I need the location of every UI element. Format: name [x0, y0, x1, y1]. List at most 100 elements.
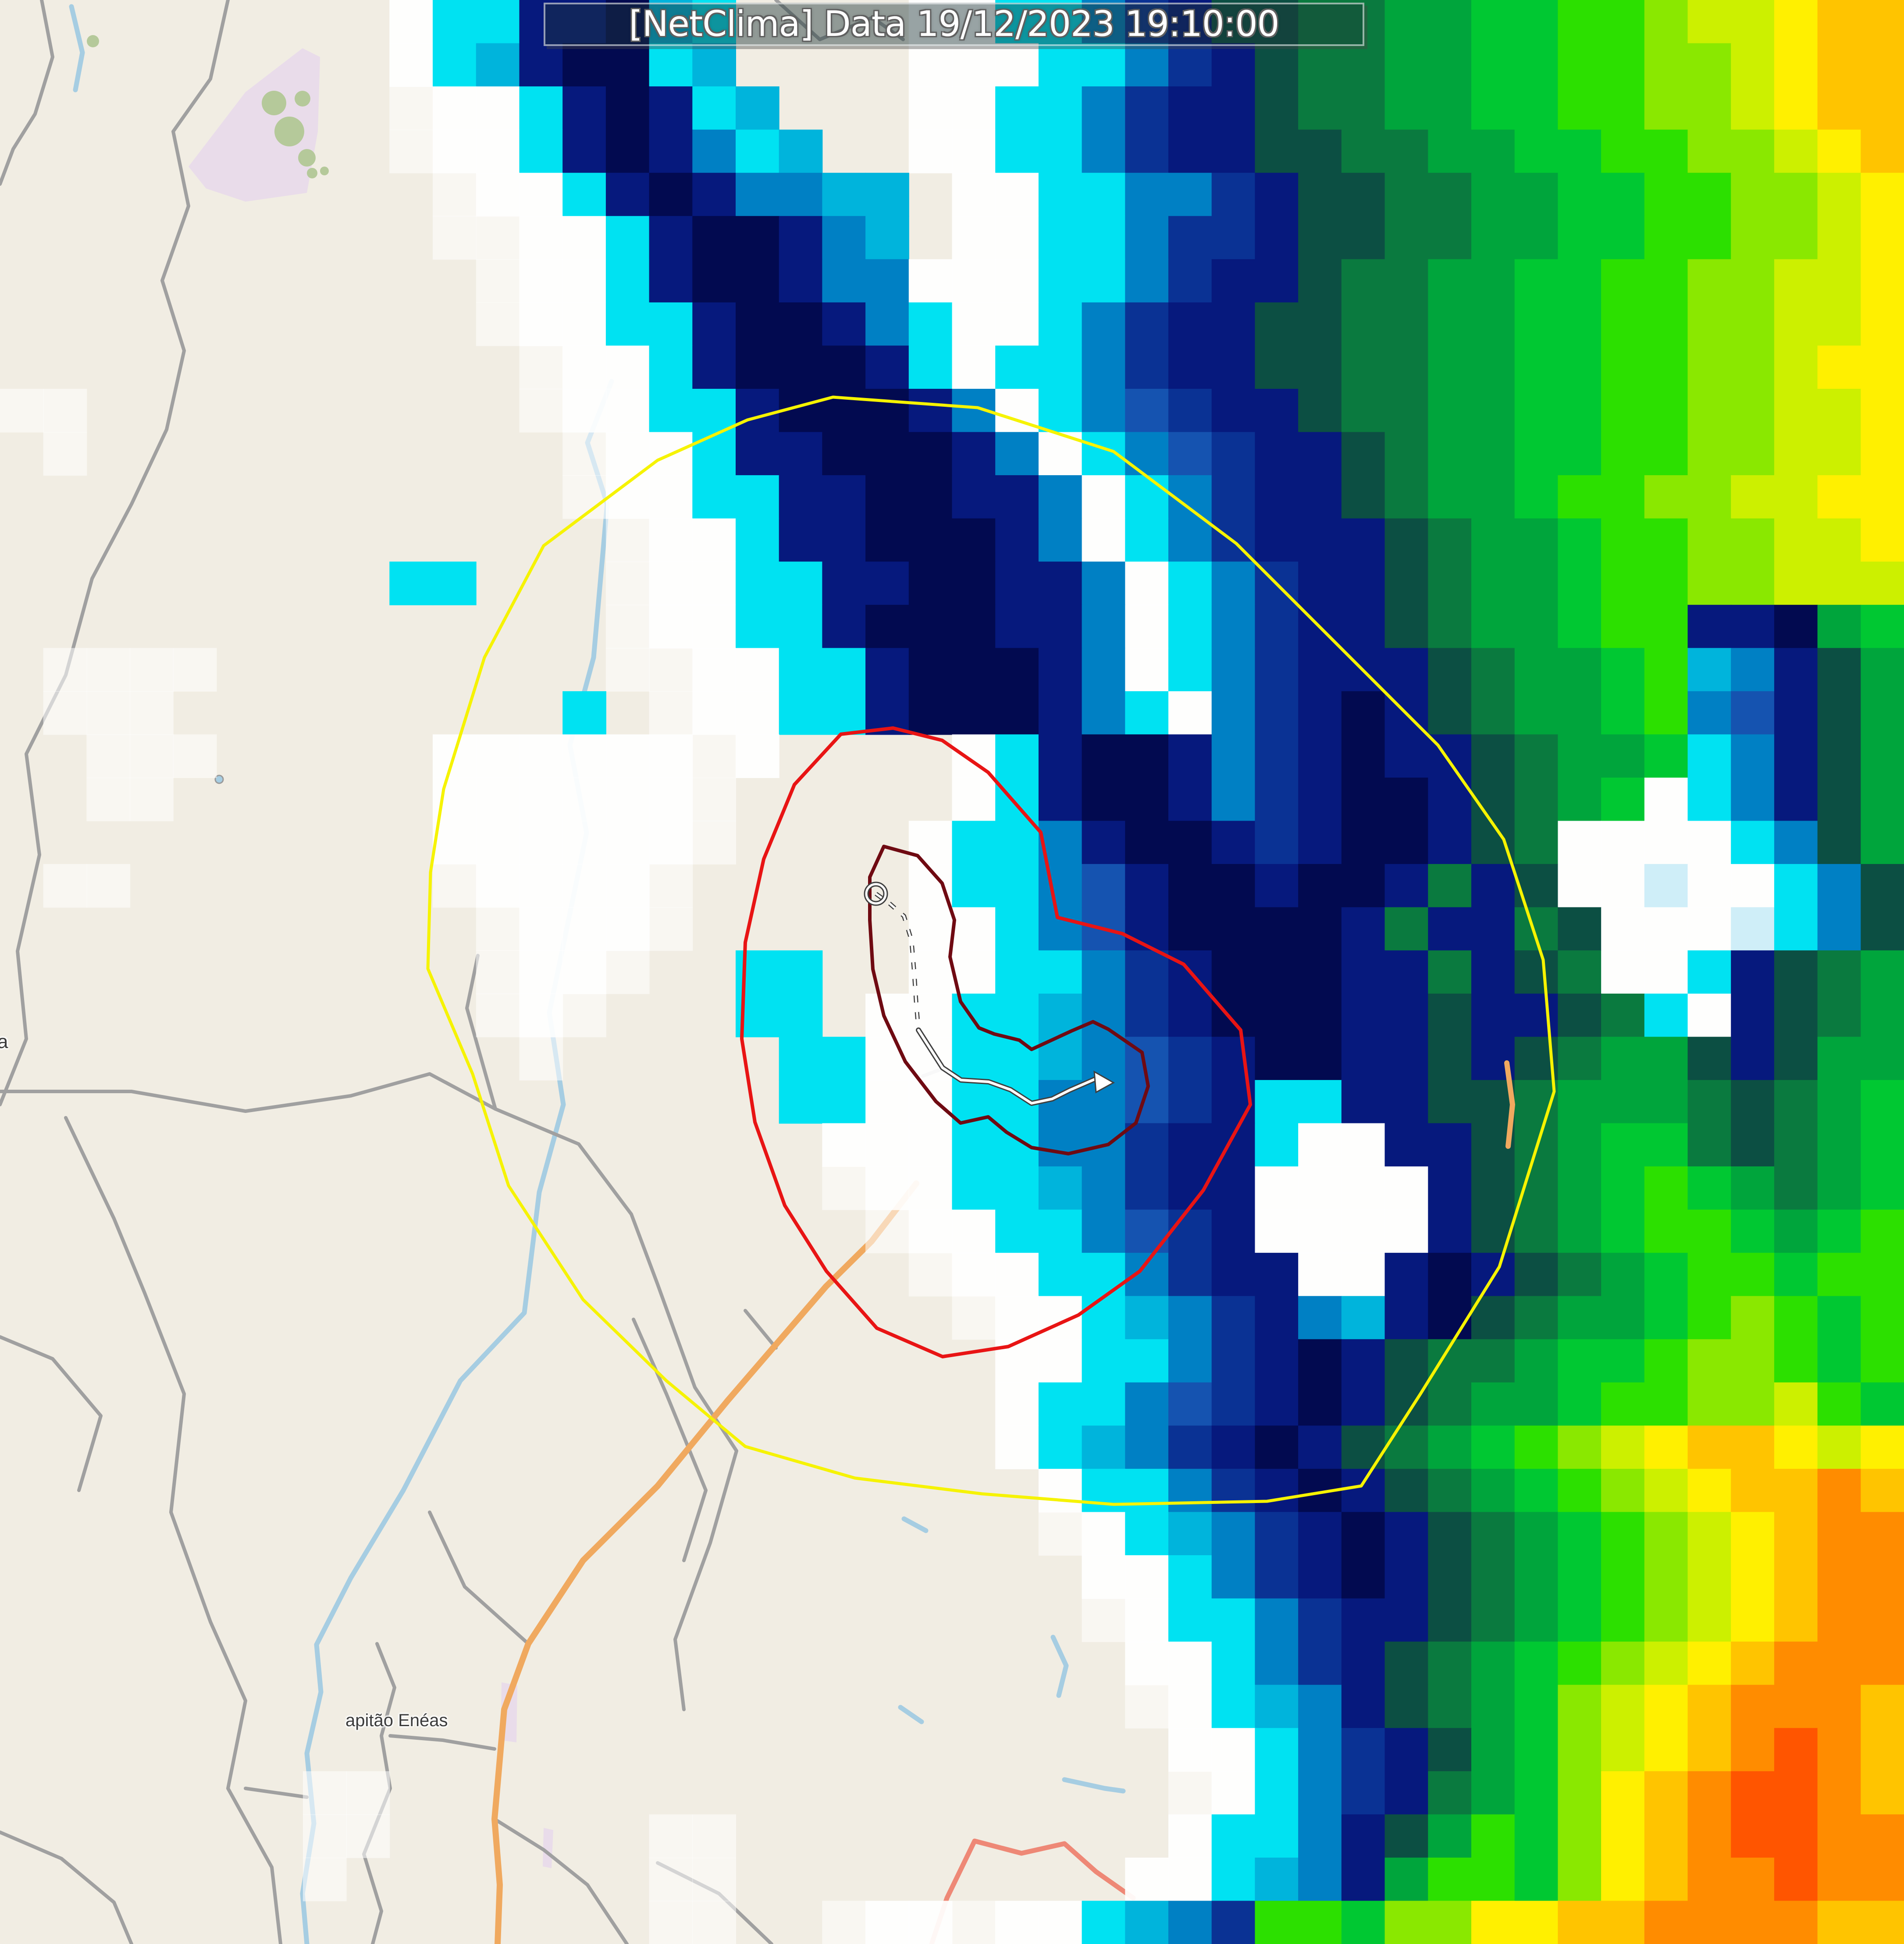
radar-cell [1644, 1382, 1688, 1426]
radar-cell [649, 648, 693, 692]
minor-road [0, 0, 54, 186]
radar-cell [1125, 1555, 1169, 1599]
radar-cell [1125, 1512, 1169, 1556]
radar-cell [1558, 1253, 1602, 1297]
radar-cell [1558, 562, 1602, 605]
radar-cell [865, 259, 909, 303]
radar-cell [1298, 1642, 1342, 1685]
radar-cell [1514, 43, 1559, 87]
radar-cell [908, 950, 953, 994]
radar-cell [995, 778, 1039, 821]
radar-cell [562, 734, 606, 778]
radar-cell [1774, 302, 1818, 346]
radar-cell [649, 475, 693, 519]
radar-cell [1298, 1728, 1342, 1772]
radar-cell [1125, 43, 1169, 87]
radar-cell [1644, 1901, 1688, 1944]
radar-cell [1471, 1166, 1515, 1210]
track-start-loop [865, 883, 887, 905]
radar-cell [865, 518, 909, 562]
radar-cell [1255, 1857, 1299, 1901]
radar-cell [1384, 1382, 1429, 1426]
urban-area [189, 48, 320, 202]
radar-cell [1428, 907, 1472, 951]
radar-cell [1514, 778, 1559, 821]
radar-cell [1168, 1771, 1212, 1815]
track-line [917, 1029, 1106, 1105]
radar-cell [1861, 1080, 1904, 1124]
radar-cell [1125, 1382, 1169, 1426]
radar-cell [1687, 1555, 1732, 1599]
radar-cell [1644, 604, 1688, 649]
radar-cell [1168, 1382, 1212, 1426]
radar-cell [1774, 1382, 1818, 1426]
radar-cell [1298, 734, 1342, 778]
radar-cell [1644, 821, 1688, 865]
radar-cell [779, 129, 823, 174]
radar-cell [995, 1037, 1039, 1080]
radar-cell [908, 604, 953, 649]
radar-cell [1255, 648, 1299, 692]
radar-cell [1514, 1166, 1559, 1210]
radar-cell [519, 1037, 563, 1080]
radar-cell [1428, 518, 1472, 562]
radar-cell [1211, 345, 1256, 389]
radar-cell [1687, 1771, 1732, 1815]
radar-cell [1255, 778, 1299, 821]
radar-cell [1298, 950, 1342, 994]
radar-cell [1255, 0, 1299, 44]
radar-cell [1038, 1166, 1082, 1210]
radar-cell [1731, 691, 1775, 735]
radar-cell [822, 1123, 866, 1167]
radar-cell [995, 691, 1039, 735]
radar-cell [1038, 1901, 1082, 1944]
radar-cell [1644, 562, 1688, 605]
radar-cell [1125, 1857, 1169, 1901]
radar-cell [519, 734, 563, 778]
radar-cell [1514, 691, 1559, 735]
river [898, 1705, 924, 1724]
radar-cell [1428, 1642, 1472, 1685]
radar-cell [692, 821, 736, 865]
radar-cell [1038, 302, 1082, 346]
radar-cell [736, 173, 779, 217]
radar-cell [1428, 1296, 1472, 1340]
radar-cell [1731, 1253, 1775, 1297]
radar-cell [1731, 43, 1775, 87]
radar-cell [1428, 1728, 1472, 1772]
radar-cell [1687, 778, 1732, 821]
radar-cell [736, 302, 779, 346]
radar-cell [1298, 1685, 1342, 1729]
radar-cell [1038, 475, 1082, 519]
radar-cell [1471, 648, 1515, 692]
radar-cell [908, 648, 953, 692]
radar-cell [1774, 993, 1818, 1038]
radar-cell [1125, 345, 1169, 389]
radar-cell [476, 950, 520, 994]
radar-cell [433, 86, 477, 130]
radar-cell [1471, 1857, 1515, 1901]
radar-cell [1255, 907, 1299, 951]
radar-cell [1341, 691, 1385, 735]
radar-cell [1384, 864, 1429, 908]
radar-cell [346, 1814, 390, 1858]
radar-cell [519, 302, 563, 346]
radar-cell [1601, 950, 1645, 994]
radar-cell [736, 604, 779, 649]
radar-cell [779, 432, 823, 476]
radar-cell [1341, 604, 1385, 649]
radar-cell [1428, 216, 1472, 260]
radar-cell [1558, 1771, 1602, 1815]
radar-cell [1298, 432, 1342, 476]
radar-cell [1428, 1425, 1472, 1469]
radar-cell [1125, 259, 1169, 303]
radar-cell [1168, 1642, 1212, 1685]
radar-cell [1341, 1382, 1385, 1426]
radar-cell [1428, 1468, 1472, 1513]
radar-cell [908, 129, 953, 174]
radar-cell [908, 43, 953, 87]
radar-cell [1774, 389, 1818, 433]
radar-cell [1298, 1080, 1342, 1124]
radar-cell [1255, 1728, 1299, 1772]
